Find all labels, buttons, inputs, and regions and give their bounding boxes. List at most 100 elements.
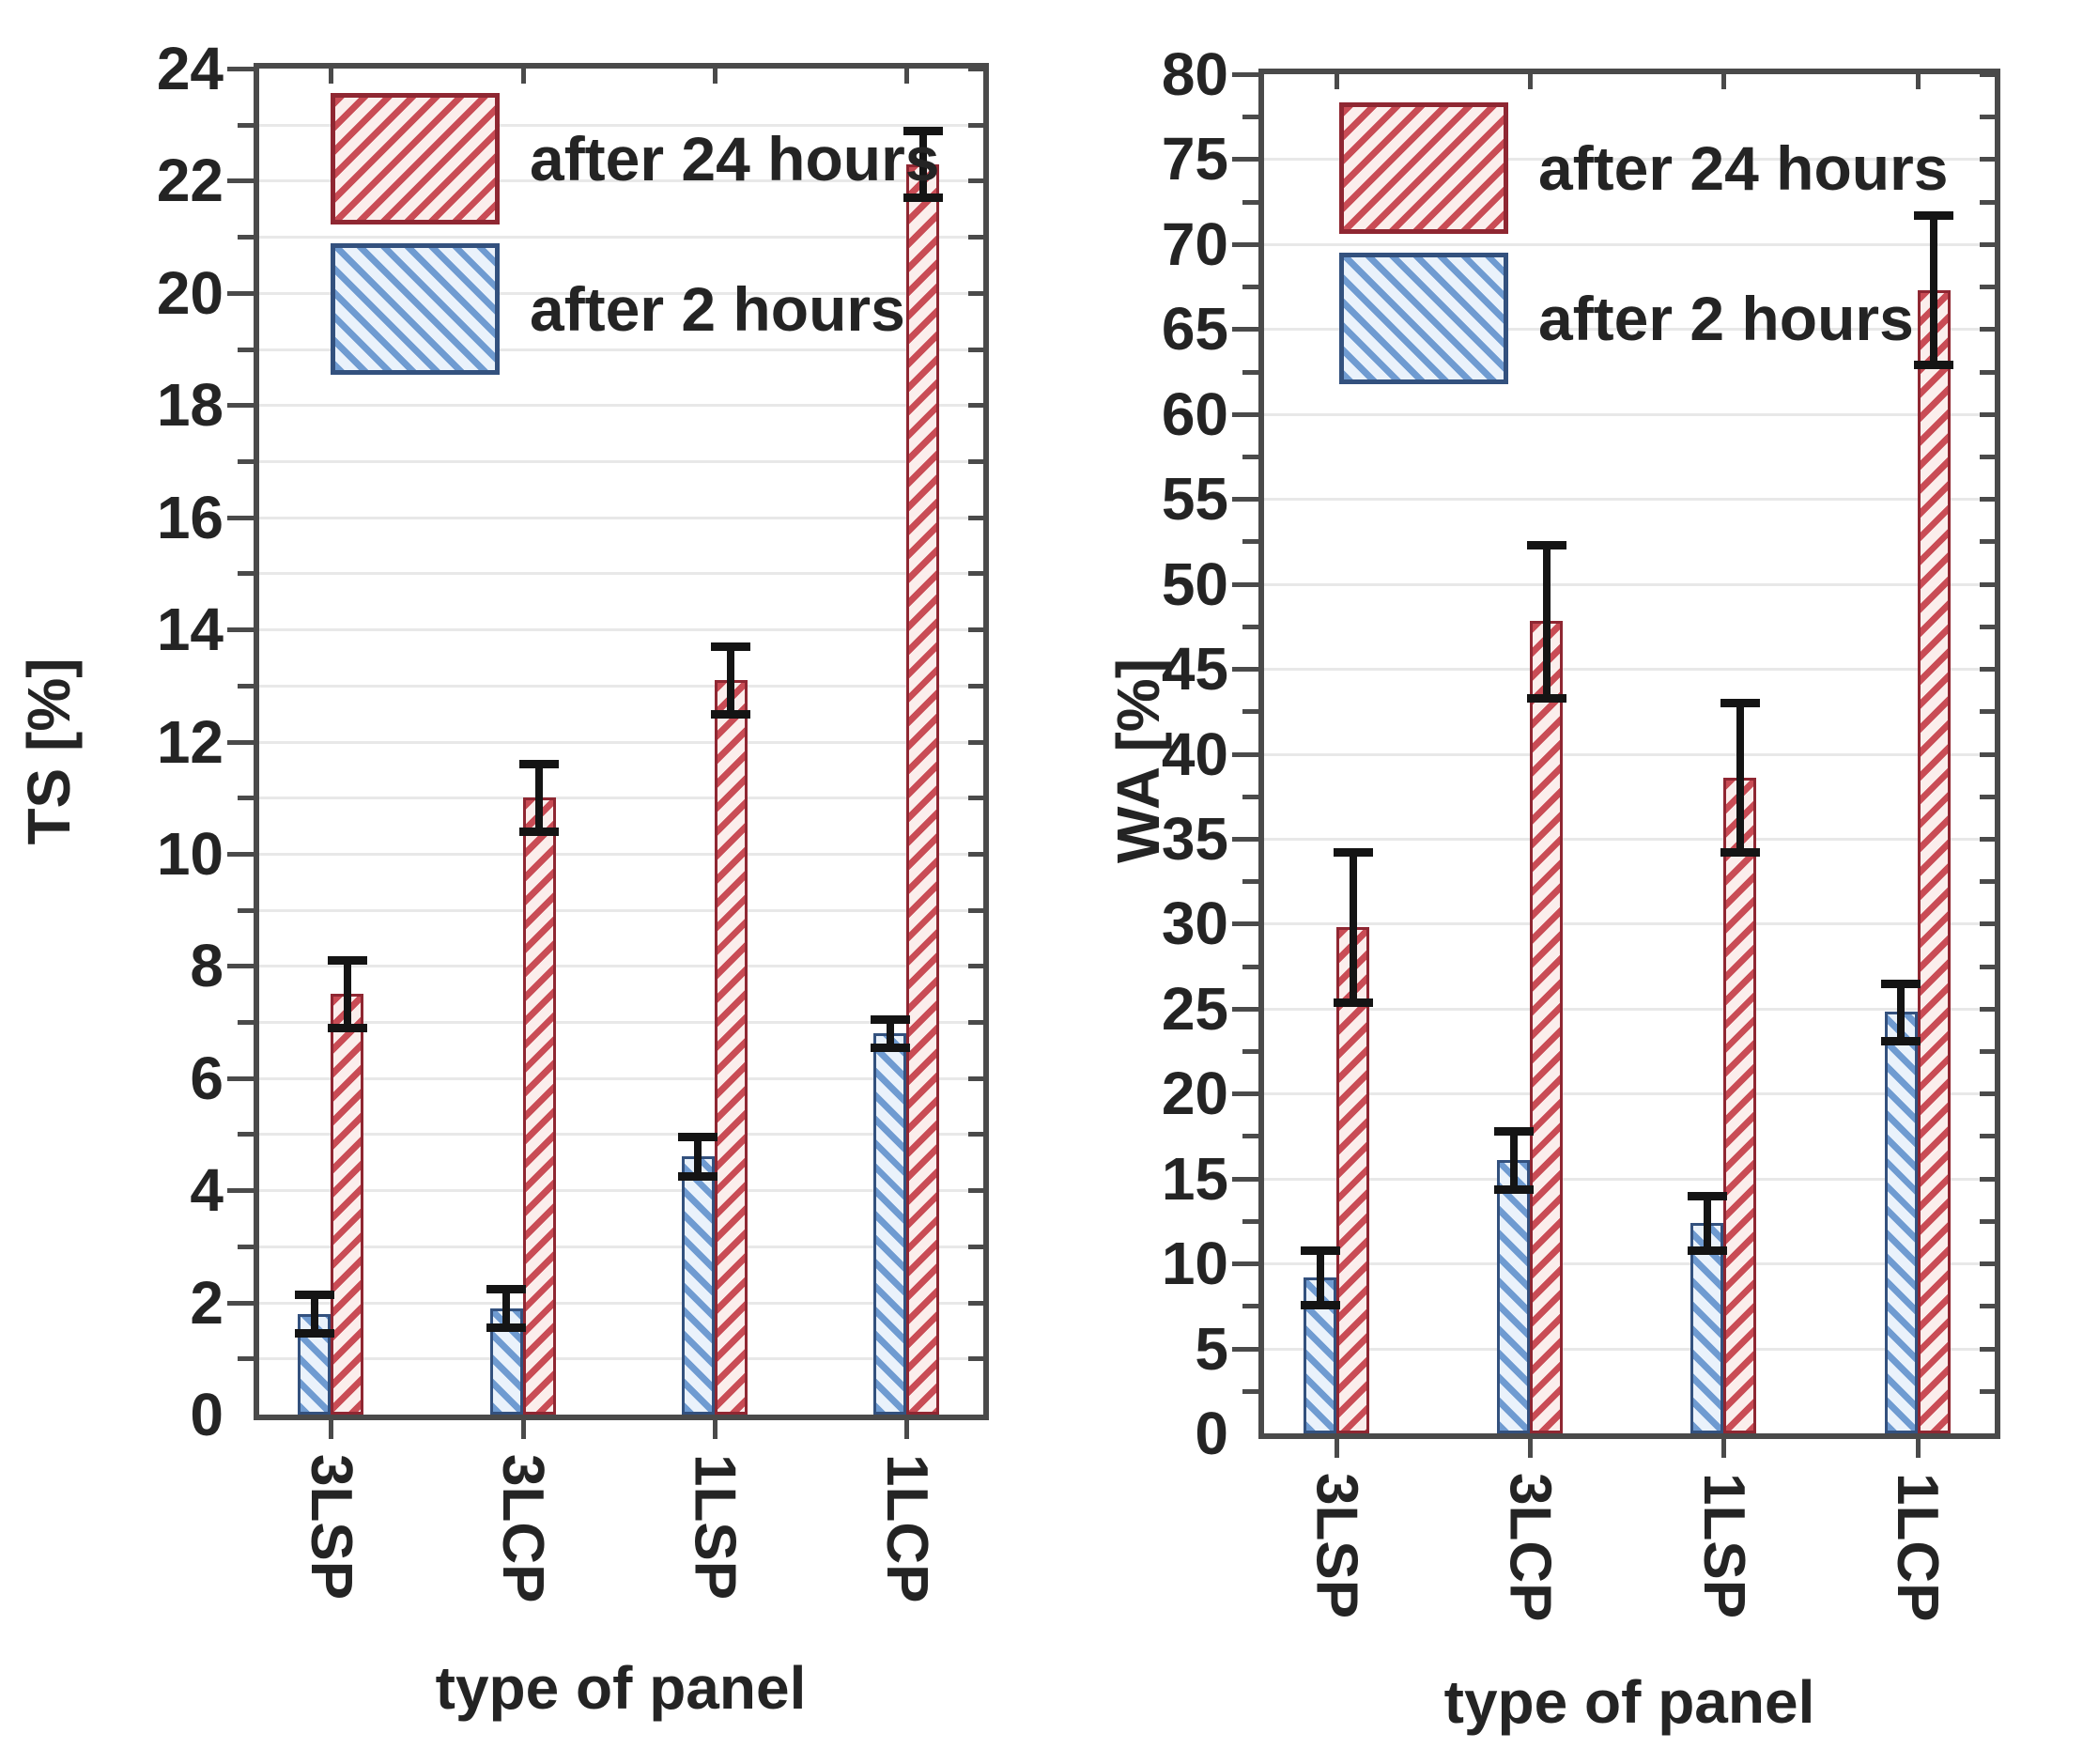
y-axis-right-tick — [1980, 539, 1995, 545]
error-bar-cap — [1333, 998, 1373, 1007]
y-axis-right-tick — [968, 67, 983, 71]
y-tick-label: 80 — [1161, 40, 1228, 108]
y-axis-minor-tick — [1242, 539, 1258, 545]
y-axis-major-tick — [1232, 157, 1258, 162]
gridline — [259, 572, 983, 576]
y-axis-minor-tick — [1242, 1134, 1258, 1139]
y-axis-right-tick — [968, 1132, 983, 1137]
x-category-label-3LSP: 3LSP — [1304, 1473, 1369, 1619]
y-tick-label: 50 — [1161, 549, 1228, 618]
legend-label: after 2 hours — [1538, 284, 1914, 353]
y-axis-major-tick — [1232, 921, 1258, 927]
y-axis-minor-tick — [238, 907, 254, 913]
error-bar-cap — [903, 193, 943, 203]
y-axis-right-tick — [968, 235, 983, 240]
y-axis-right-tick — [1980, 411, 1995, 417]
y-axis-minor-tick — [238, 1244, 254, 1249]
bar-1LCP-after-24h — [906, 163, 940, 1415]
y-axis-right-tick — [1980, 157, 1995, 162]
y-axis-minor-tick — [238, 796, 254, 801]
y-axis-minor-tick — [1242, 1049, 1258, 1055]
x-axis-tick — [904, 1420, 910, 1439]
legend-item-after-2-hours: after 2 hours — [1339, 253, 1948, 384]
error-bar — [1542, 545, 1551, 698]
y-axis-right-tick — [1980, 115, 1995, 120]
x-category-label-1LCP: 1LCP — [873, 1454, 939, 1603]
gridline — [259, 459, 983, 463]
error-bar — [1509, 1131, 1518, 1189]
y-axis-major-tick — [227, 178, 254, 184]
y-axis-minor-tick — [1242, 964, 1258, 969]
gridline — [259, 1133, 983, 1137]
y-axis-major-tick — [227, 1075, 254, 1081]
y-axis-right-tick — [1980, 921, 1995, 927]
bar-1LSP-after-2h — [1690, 1222, 1724, 1433]
y-axis-right-tick — [1980, 199, 1995, 205]
y-axis-major-tick — [227, 1188, 254, 1194]
y-axis-major-tick — [1232, 1346, 1258, 1352]
error-bar-cap — [1914, 361, 1954, 370]
gridline — [1264, 668, 1995, 672]
error-bar — [310, 1293, 318, 1334]
y-axis-right-tick — [1980, 1388, 1995, 1394]
gridline — [259, 1021, 983, 1025]
error-bar — [886, 1019, 894, 1047]
error-bar-cap — [294, 1290, 334, 1299]
gridline — [259, 404, 983, 408]
error-bar — [1703, 1195, 1711, 1250]
x-axis-top-tick — [904, 69, 910, 84]
y-axis-major-tick — [227, 403, 254, 409]
x-category-label-1LCP: 1LCP — [1885, 1473, 1951, 1622]
error-bar-cap — [1300, 1246, 1340, 1255]
gridline — [259, 1357, 983, 1361]
error-bar-cap — [1300, 1300, 1340, 1309]
y-tick-label: 6 — [190, 1044, 224, 1112]
y-axis-minor-tick — [238, 235, 254, 240]
y-axis-major-tick — [227, 964, 254, 969]
legend-swatch-blue-hatch — [331, 243, 500, 375]
y-axis-right-tick — [1980, 1346, 1995, 1352]
error-bar-cap — [327, 956, 367, 966]
y-axis-right-tick — [1980, 751, 1995, 757]
y-tick-label: 18 — [156, 371, 224, 440]
y-axis-right-tick — [1980, 964, 1995, 969]
y-axis-major-tick — [1232, 1261, 1258, 1267]
y-axis-right-tick — [1980, 879, 1995, 885]
y-tick-label: 25 — [1161, 974, 1228, 1043]
error-bar-cap — [1720, 848, 1760, 858]
gridline — [1264, 1177, 1995, 1181]
y-axis-right-tick — [1980, 454, 1995, 459]
y-axis-major-tick — [1232, 1091, 1258, 1097]
y-tick-label: 2 — [190, 1268, 224, 1337]
legend-ts: after 24 hours after 2 hours — [331, 93, 939, 375]
y-tick-label: 8 — [190, 932, 224, 1000]
error-bar-cap — [327, 1024, 367, 1032]
y-tick-label: 20 — [1161, 1060, 1228, 1128]
gridline — [259, 348, 983, 351]
y-axis-right-tick — [1980, 1176, 1995, 1182]
x-axis-tick — [1528, 1439, 1534, 1458]
x-category-label-3LCP: 3LCP — [1497, 1473, 1563, 1622]
x-axis-top-tick — [1721, 74, 1727, 89]
error-bar-cap — [1493, 1184, 1534, 1194]
x-axis-top-tick — [520, 69, 526, 84]
bar-1LCP-after-2h — [1884, 1012, 1918, 1433]
error-bar-cap — [486, 1284, 527, 1293]
y-axis-minor-tick — [238, 458, 254, 464]
y-axis-minor-tick — [238, 1132, 254, 1137]
error-bar-cap — [519, 828, 560, 837]
x-axis-tick — [1721, 1439, 1727, 1458]
gridline — [259, 740, 983, 744]
y-tick-label: 10 — [1161, 1230, 1228, 1298]
error-bar-cap — [870, 1015, 910, 1025]
y-tick-label: 20 — [156, 258, 224, 327]
y-axis-right-tick — [968, 1020, 983, 1026]
y-tick-label: 12 — [156, 707, 224, 776]
y-axis-minor-tick — [1242, 454, 1258, 459]
y-tick-label: 4 — [190, 1156, 224, 1225]
legend-swatch-red-hatch — [331, 93, 500, 224]
y-tick-label: 60 — [1161, 379, 1228, 448]
error-bar-cap — [1914, 211, 1954, 221]
gridline — [1264, 752, 1995, 756]
error-bar — [694, 1137, 702, 1177]
